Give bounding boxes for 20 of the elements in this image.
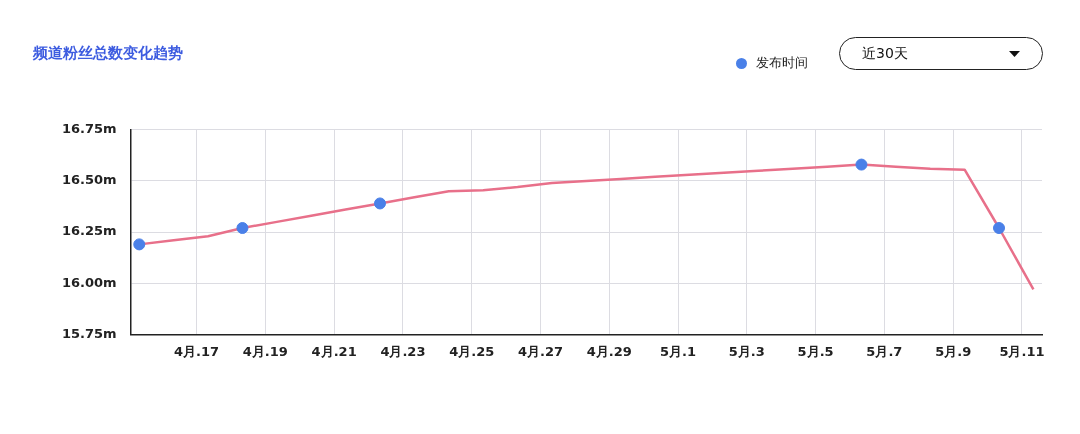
y-tick-label: 16.50m [61, 172, 117, 188]
y-tick-label: 16.25m [61, 223, 117, 239]
x-tick-label: 4月.29 [586, 343, 632, 359]
y-tick-label: 15.75m [61, 325, 117, 341]
y-tick-label: 16.75m [61, 121, 117, 137]
x-tick-label: 4月.23 [380, 343, 426, 359]
x-tick-label: 4月.25 [449, 343, 495, 359]
x-tick-label: 4月.19 [242, 343, 288, 359]
x-tick-label: 5月.9 [935, 343, 972, 359]
x-tick-label: 5月.11 [999, 343, 1045, 359]
y-tick-label: 16.00m [61, 274, 117, 290]
legend-label: 发布时间 [756, 54, 808, 72]
x-tick-label: 5月.1 [660, 343, 697, 359]
x-tick-label: 5月.3 [728, 343, 765, 359]
chart-title: 频道粉丝总数变化趋势 [33, 44, 183, 63]
x-tick-label: 5月.5 [797, 343, 834, 359]
x-tick-label: 4月.17 [174, 343, 220, 359]
x-tick-label: 5月.7 [866, 343, 903, 359]
x-tick-label: 4月.21 [311, 343, 357, 359]
x-tick-label: 4月.27 [517, 343, 564, 359]
